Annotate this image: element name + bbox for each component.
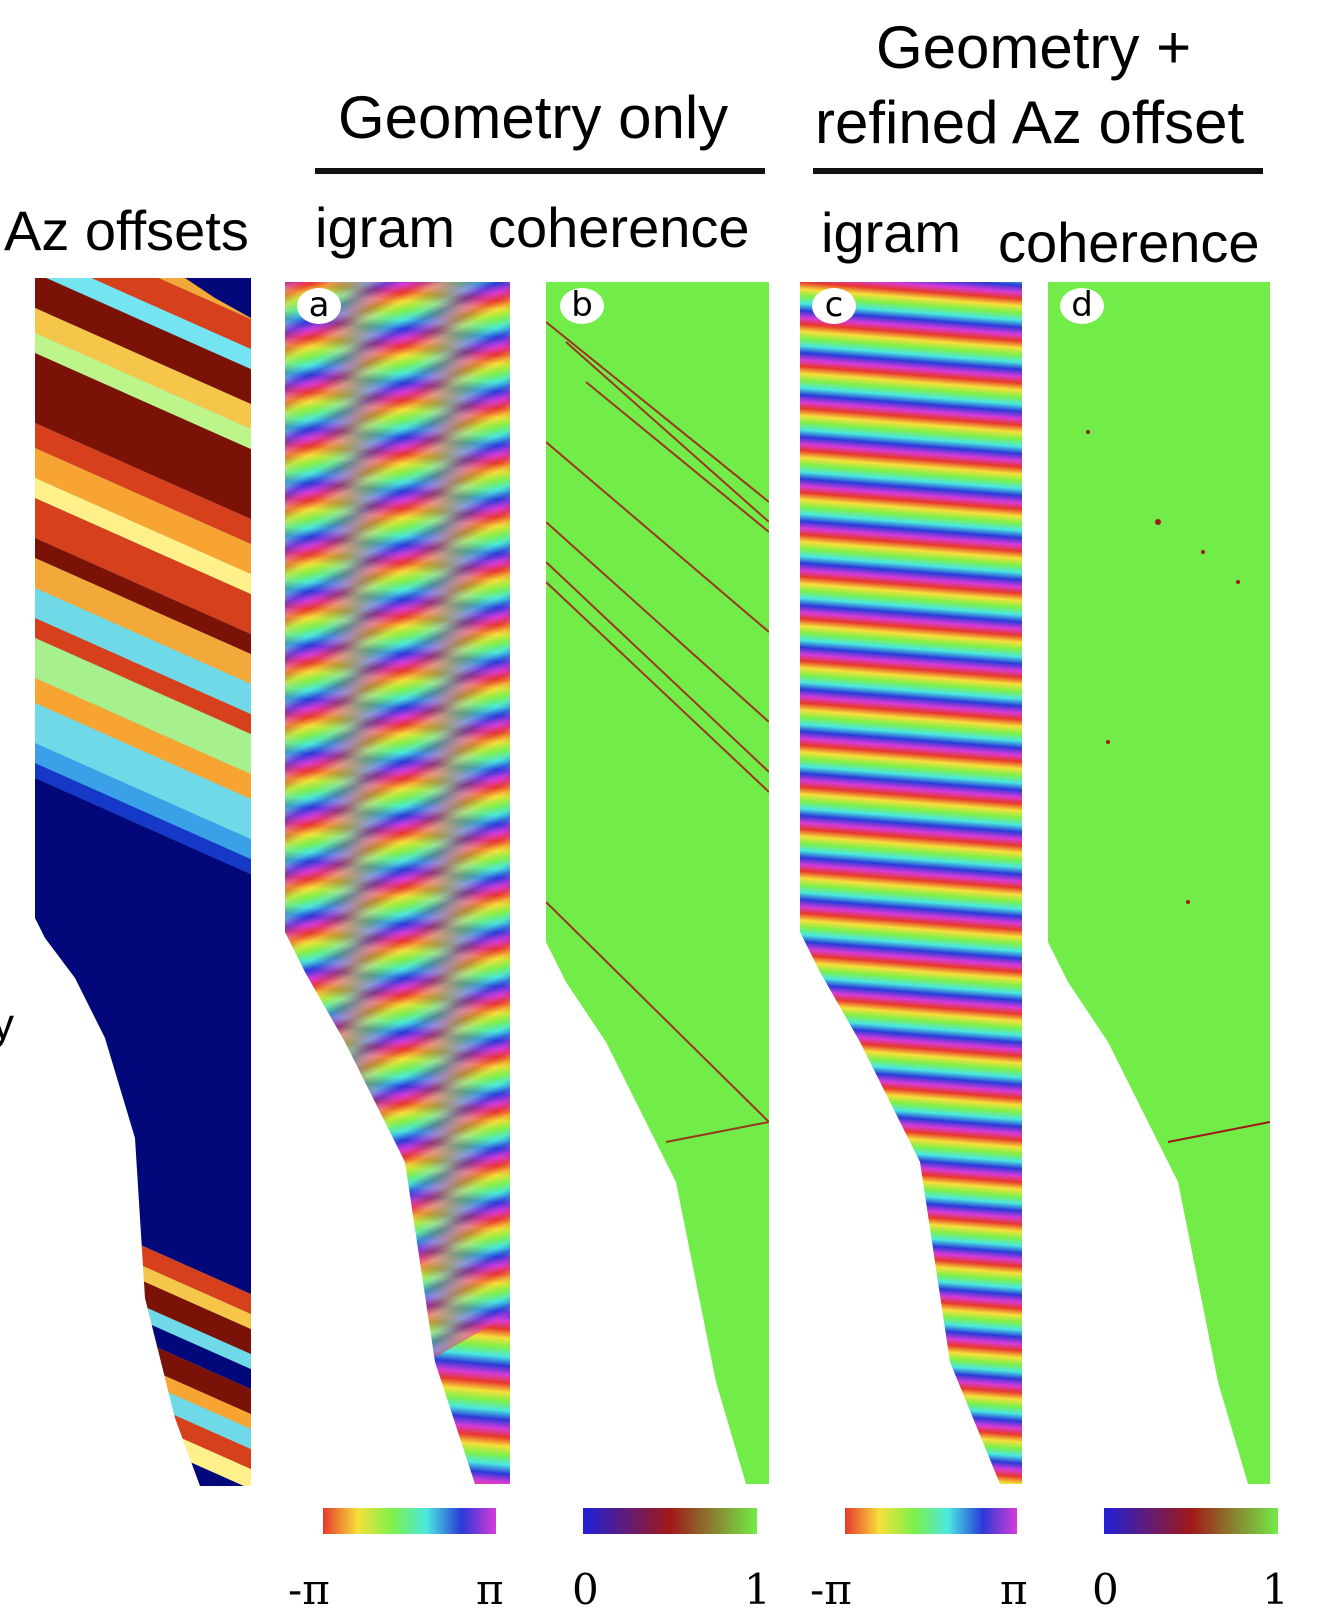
header-underline-geometry-only <box>315 168 765 174</box>
panel-letter-d: d <box>1060 288 1104 324</box>
column-label-coherence-b: coherence <box>488 196 750 259</box>
phase-min-label-a: -π <box>288 1565 330 1614</box>
panel-letter-a: a <box>297 288 341 324</box>
coherence-colorbar-b <box>583 1508 757 1534</box>
header-geometry-only: Geometry only <box>338 84 729 151</box>
panel-letter-c: c <box>812 288 856 324</box>
az-offsets-panel <box>35 278 251 1486</box>
phase-max-label-c: π <box>1000 1565 1028 1614</box>
coherence-panel-b: b <box>546 282 769 1484</box>
column-label-coherence-d: coherence <box>998 211 1260 274</box>
coherence-colorbar-d <box>1104 1508 1278 1534</box>
coherence-min-label-d: 0 <box>1092 1565 1119 1614</box>
coherence-max-label-d: 1 <box>1262 1565 1289 1614</box>
column-label-igram-c: igram <box>821 201 962 264</box>
header-underline-geometry-refined <box>813 168 1263 174</box>
coherence-min-label-b: 0 <box>572 1565 599 1614</box>
column-label-az-offsets: Az offsets <box>4 199 249 262</box>
phase-colorbar-a <box>323 1508 496 1534</box>
igram-panel-c: c <box>800 282 1022 1484</box>
column-label-igram-a: igram <box>315 196 456 259</box>
header-geometry-refined-line2: refined Az offset <box>815 89 1245 156</box>
clipped-label-fragment: y <box>0 1000 14 1049</box>
panel-letter-b: b <box>560 288 604 324</box>
phase-min-label-c: -π <box>810 1565 852 1614</box>
header-geometry-refined-line1: Geometry + <box>876 14 1192 81</box>
coherence-max-label-b: 1 <box>744 1565 771 1614</box>
coherence-panel-d: d <box>1048 282 1270 1484</box>
phase-max-label-a: π <box>476 1565 504 1614</box>
phase-colorbar-c <box>845 1508 1017 1534</box>
igram-panel-a: a <box>285 282 510 1484</box>
